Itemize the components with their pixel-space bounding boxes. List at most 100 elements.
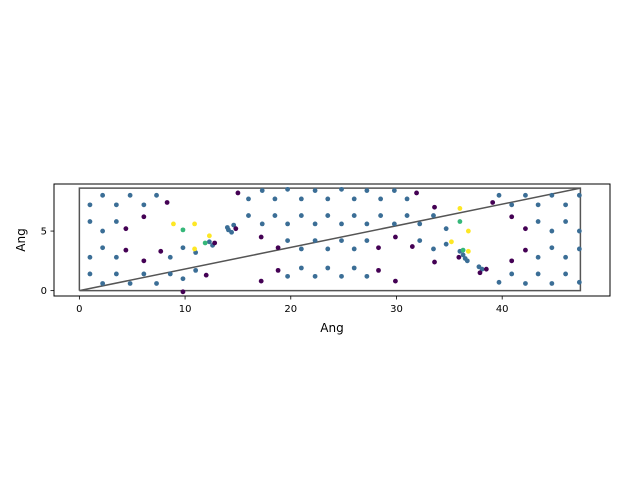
y-tick-label: 5 — [41, 227, 47, 238]
axes — [53, 183, 611, 297]
data-point — [576, 192, 582, 198]
axes-frame — [53, 183, 611, 297]
data-point — [496, 192, 502, 198]
data-point — [100, 192, 106, 198]
y-axis-label: Ang — [14, 228, 28, 251]
data-point — [576, 246, 582, 252]
data-point — [443, 241, 449, 247]
data-point — [414, 190, 419, 196]
data-point — [87, 202, 93, 208]
data-point — [298, 213, 304, 218]
data-point — [378, 196, 384, 202]
data-point — [339, 273, 344, 279]
data-point — [393, 234, 398, 240]
cell-outline — [78, 187, 582, 292]
data-point — [298, 196, 304, 202]
data-point — [376, 267, 381, 273]
data-point — [113, 219, 119, 224]
data-point — [325, 213, 331, 218]
data-point — [312, 273, 318, 279]
data-point — [202, 240, 208, 246]
data-point — [87, 254, 93, 260]
data-point — [457, 219, 463, 224]
data-point — [246, 196, 251, 202]
data-point — [535, 271, 541, 277]
data-point — [258, 278, 264, 284]
data-point — [477, 270, 483, 276]
data-point — [298, 246, 304, 252]
data-point — [167, 271, 173, 277]
data-point — [154, 192, 159, 198]
data-point — [364, 238, 370, 244]
data-point — [235, 190, 241, 196]
data-point — [509, 202, 515, 208]
data-point — [141, 271, 147, 277]
data-point — [180, 245, 186, 251]
y-axis-ticks: 05 — [41, 227, 54, 297]
data-point — [378, 213, 384, 218]
data-point — [233, 226, 239, 232]
data-point — [393, 278, 398, 284]
data-point — [123, 247, 129, 253]
data-point — [203, 272, 209, 278]
data-point — [535, 219, 541, 224]
data-point — [483, 266, 489, 272]
data-point — [351, 213, 357, 218]
data-point — [449, 239, 454, 245]
x-tick-label: 40 — [496, 304, 509, 315]
data-point — [285, 238, 290, 244]
data-point — [224, 225, 230, 230]
data-point — [180, 227, 186, 233]
data-point — [100, 245, 106, 251]
data-point — [259, 221, 265, 227]
data-point — [404, 213, 410, 218]
y-tick-label: 0 — [41, 286, 47, 297]
data-point — [312, 238, 318, 244]
data-point — [549, 228, 555, 234]
x-axis-label: Ang — [320, 321, 343, 335]
data-point — [272, 196, 278, 202]
data-point — [464, 258, 470, 264]
x-tick-label: 0 — [76, 304, 82, 315]
data-point — [141, 214, 147, 220]
x-tick-label: 20 — [284, 304, 297, 315]
data-point — [246, 213, 251, 218]
data-point — [158, 248, 164, 254]
data-point — [127, 281, 133, 286]
data-point — [404, 196, 410, 202]
data-point — [431, 213, 436, 218]
data-point — [465, 228, 471, 234]
x-tick-label: 10 — [179, 304, 192, 315]
data-point — [490, 200, 496, 205]
data-point — [457, 206, 463, 211]
data-point — [576, 279, 582, 285]
data-point — [523, 281, 528, 286]
data-point — [479, 266, 485, 272]
data-point — [431, 246, 436, 252]
data-point — [391, 221, 397, 227]
data-point — [509, 271, 515, 277]
data-point — [432, 259, 437, 265]
data-point — [275, 245, 281, 251]
data-point — [113, 271, 119, 277]
data-point — [192, 246, 197, 252]
data-point — [127, 192, 133, 198]
data-point — [312, 221, 318, 227]
data-point — [193, 267, 199, 273]
data-point — [460, 247, 466, 253]
data-point — [325, 196, 331, 202]
data-point — [563, 202, 568, 208]
data-point — [443, 226, 449, 232]
data-point — [141, 202, 147, 208]
data-point — [549, 245, 555, 251]
data-point — [298, 265, 304, 271]
x-axis-ticks: 0 10 20 30 40 — [76, 296, 509, 315]
data-point — [563, 219, 568, 224]
data-point — [259, 188, 265, 193]
data-point — [167, 254, 173, 260]
data-point — [164, 200, 170, 205]
data-point — [535, 202, 541, 208]
data-point — [141, 258, 147, 264]
